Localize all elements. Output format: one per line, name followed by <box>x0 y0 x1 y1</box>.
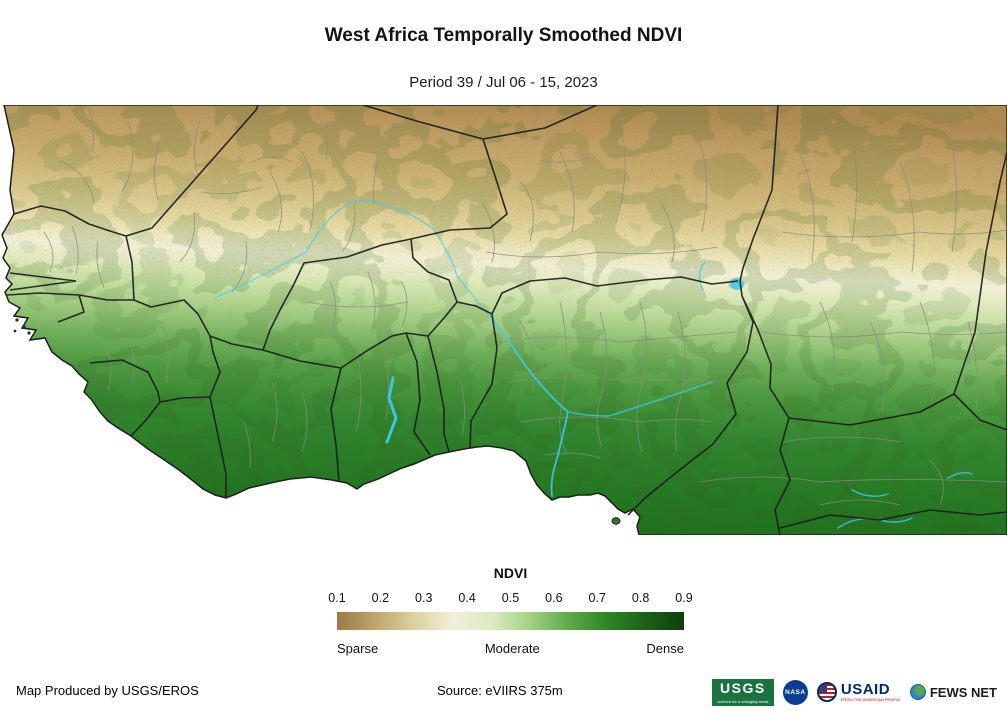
legend-tick: 0.2 <box>371 591 390 605</box>
benue-river <box>569 381 713 417</box>
legend-category-dense: Dense <box>646 641 684 656</box>
ndvi-raster-map <box>0 105 1007 535</box>
country-borders <box>6 105 1007 535</box>
lake-chad <box>730 278 744 290</box>
admin-boundaries <box>43 105 1007 506</box>
page-title: West Africa Temporally Smoothed NDVI <box>324 25 683 46</box>
ndvi-legend: NDVI 0.1 0.2 0.3 0.4 0.5 0.6 0.7 0.8 0.9… <box>328 565 692 660</box>
legend-tick: 0.5 <box>501 591 520 605</box>
legend-title: NDVI <box>493 565 528 581</box>
footer-logos: USGS science for a changing world NASA U… <box>711 677 997 707</box>
ndvi-texture <box>2 105 1007 535</box>
legend-category-labels: Sparse Moderate Dense <box>337 641 684 656</box>
legend-gradient-bar <box>337 612 684 630</box>
legend-tick-labels: 0.1 0.2 0.3 0.4 0.5 0.6 0.7 0.8 0.9 <box>328 591 692 606</box>
usaid-emblem-icon <box>816 682 837 702</box>
legend-category-moderate: Moderate <box>484 641 540 656</box>
fewsnet-logo-text: FEWS NET <box>929 684 997 700</box>
fewsnet-logo: FEWS NET <box>909 684 997 700</box>
komadugu-river <box>698 261 706 291</box>
usaid-logo-text: USAID <box>840 681 891 698</box>
legend-tick: 0.6 <box>545 591 563 605</box>
usaid-logo: USAID FROM THE AMERICAN PEOPLE <box>816 681 901 702</box>
usgs-logo-text: USGS <box>720 679 766 696</box>
nasa-meatball-icon: NASA <box>782 679 808 705</box>
legend-tick: 0.1 <box>328 591 346 605</box>
usgs-logo: USGS science for a changing world <box>711 678 774 706</box>
niger-river-lower <box>489 315 569 497</box>
legend-tick: 0.4 <box>458 591 476 605</box>
lake-volta <box>385 376 398 444</box>
produced-by-note: Map Produced by USGS/EROS <box>16 683 199 698</box>
niger-river-upper <box>214 199 491 317</box>
legend-tick: 0.3 <box>415 591 433 605</box>
globe-icon <box>909 684 926 700</box>
usgs-logo-tagline: science for a changing world <box>717 698 769 704</box>
congo-basin-rivers <box>837 471 973 529</box>
water-features <box>214 199 973 529</box>
nasa-logo: NASA <box>782 679 808 705</box>
usaid-logo-tagline: FROM THE AMERICAN PEOPLE <box>840 697 901 702</box>
nasa-logo-text: NASA <box>785 688 806 696</box>
legend-tick: 0.7 <box>588 591 606 605</box>
period-subtitle: Period 39 / Jul 06 - 15, 2023 <box>409 74 598 91</box>
legend-category-sparse: Sparse <box>337 641 379 656</box>
legend-tick: 0.8 <box>631 591 650 605</box>
coastal-islands <box>13 318 621 525</box>
source-note: Source: eVIIRS 375m <box>437 683 563 698</box>
bioko-island <box>611 517 621 525</box>
legend-tick: 0.9 <box>675 591 693 605</box>
footer: Map Produced by USGS/EROS Source: eVIIRS… <box>0 676 1007 715</box>
